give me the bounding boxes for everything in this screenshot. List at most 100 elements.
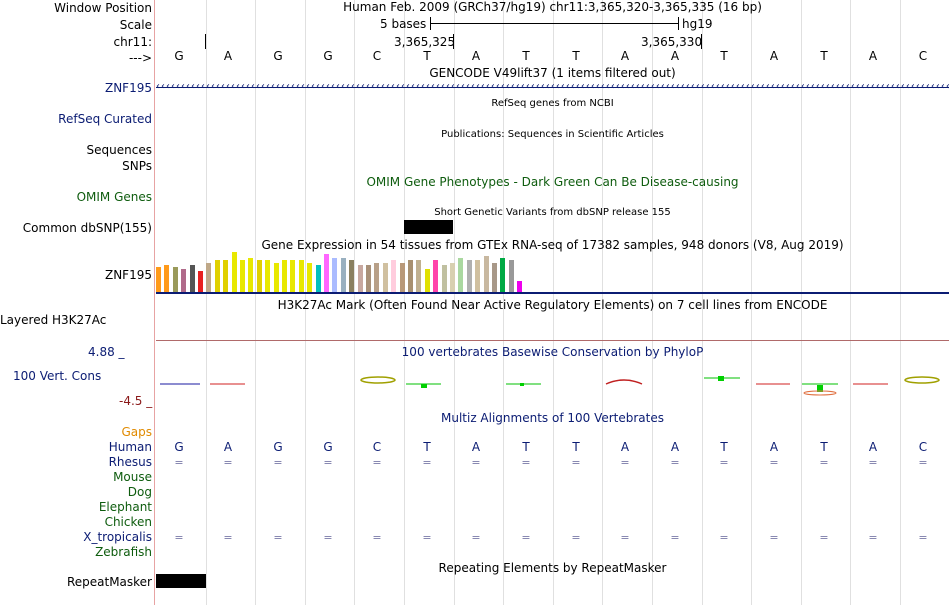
species-label[interactable]: X_tropicalis <box>83 530 152 544</box>
aligned-base-match: = <box>819 531 829 544</box>
gtex-tissue-bar[interactable] <box>382 263 388 292</box>
dbsnp-label[interactable]: Common dbSNP(155) <box>22 221 152 235</box>
base-gridline <box>801 0 802 605</box>
gtex-tissue-bar[interactable] <box>265 260 271 292</box>
gtex-tissue-bar[interactable] <box>517 281 523 292</box>
aligned-base-match: = <box>223 531 233 544</box>
human-base: A <box>620 440 630 454</box>
cons-min: -4.5 _ <box>119 394 153 408</box>
gtex-tissue-bar[interactable] <box>357 265 363 292</box>
gene-model-line[interactable] <box>156 87 949 88</box>
window-position-text[interactable]: Human Feb. 2009 (GRCh37/hg19) chr11:3,36… <box>343 0 762 14</box>
rmask-title[interactable]: Repeating Elements by RepeatMasker <box>438 561 667 575</box>
scale-label: Scale <box>119 18 152 32</box>
gtex-tissue-bar[interactable] <box>349 260 355 292</box>
gtex-tissue-bar[interactable] <box>483 256 489 292</box>
gtex-tissue-bar[interactable] <box>231 252 237 292</box>
species-label[interactable]: Chicken <box>104 515 152 529</box>
species-label[interactable]: Human <box>108 440 152 454</box>
dbsnp-title[interactable]: Short Genetic Variants from dbSNP releas… <box>434 207 671 218</box>
gtex-tissue-bar[interactable] <box>433 260 439 292</box>
gtex-tissue-bar[interactable] <box>172 267 178 292</box>
gtex-tissue-bar[interactable] <box>248 258 254 292</box>
omim-title[interactable]: OMIM Gene Phenotypes - Dark Green Can Be… <box>366 175 739 189</box>
gtex-tissue-bar[interactable] <box>240 260 245 292</box>
dna-base: G <box>323 49 333 63</box>
gtex-tissue-bar[interactable] <box>315 265 321 292</box>
gtex-tissue-bar[interactable] <box>391 260 397 292</box>
gencode-title[interactable]: GENCODE V49lift37 (1 items filtered out) <box>429 66 676 80</box>
h3k-title[interactable]: H3K27Ac Mark (Often Found Near Active Re… <box>277 298 828 312</box>
base-gridline <box>503 0 504 605</box>
species-label[interactable]: Mouse <box>113 470 152 484</box>
aligned-base-match: = <box>769 531 779 544</box>
pubs-title[interactable]: Publications: Sequences in Scientific Ar… <box>441 129 664 140</box>
phylop-mark <box>904 376 940 384</box>
gtex-tissue-bar[interactable] <box>290 260 296 292</box>
human-base: C <box>372 440 382 454</box>
gtex-tissue-bar[interactable] <box>223 260 229 292</box>
gtex-tissue-bar[interactable] <box>340 258 346 292</box>
aligned-base-match: = <box>918 456 928 469</box>
species-label[interactable]: Zebrafish <box>95 545 152 559</box>
cons-label[interactable]: 100 Vert. Cons <box>13 369 102 383</box>
omim-label[interactable]: OMIM Genes <box>76 190 152 204</box>
gtex-tissue-bar[interactable] <box>492 263 497 292</box>
gtex-tissue-bar[interactable] <box>408 260 413 292</box>
gtex-tissue-bar[interactable] <box>214 260 220 292</box>
gtex-tissue-bar[interactable] <box>273 263 279 292</box>
h3k-label[interactable]: Layered H3K27Ac <box>0 313 107 327</box>
position-label-2: 3,365,330 <box>641 35 703 49</box>
gtex-tissue-bar[interactable] <box>374 263 380 292</box>
gtex-tissue-bar[interactable] <box>399 263 405 292</box>
gtex-tissue-bar[interactable] <box>500 258 506 292</box>
gtex-tissue-bar[interactable] <box>416 260 422 292</box>
base-gridline <box>702 0 703 605</box>
refseq-title[interactable]: RefSeq genes from NCBI <box>491 98 614 109</box>
sequences-label[interactable]: Sequences <box>86 143 152 157</box>
gtex-tissue-bar[interactable] <box>508 260 514 292</box>
gtex-tissue-bar[interactable] <box>256 260 262 292</box>
rmask-label[interactable]: RepeatMasker <box>66 575 152 589</box>
gtex-title[interactable]: Gene Expression in 54 tissues from GTEx … <box>261 238 844 252</box>
species-label[interactable]: Elephant <box>98 500 152 514</box>
species-label[interactable]: Rhesus <box>108 455 152 469</box>
gtex-tissue-bar[interactable] <box>181 269 187 292</box>
human-base: G <box>323 440 333 454</box>
phylop-mark <box>605 379 643 385</box>
gtex-expression-bars[interactable] <box>156 250 536 292</box>
gtex-tissue-bar[interactable] <box>198 271 203 292</box>
gtex-tissue-bar[interactable] <box>475 260 481 292</box>
gene-strand-arrows: ‹‹‹‹‹‹‹‹‹‹‹‹‹‹‹‹‹‹‹‹‹‹‹‹‹‹‹‹‹‹‹‹‹‹‹‹‹‹‹‹… <box>156 81 949 92</box>
gtex-tissue-bar[interactable] <box>164 265 170 292</box>
gtex-tissue-bar[interactable] <box>450 263 455 292</box>
aligned-base-match: = <box>323 456 333 469</box>
phylop-track[interactable] <box>156 370 949 400</box>
gtex-tissue-bar[interactable] <box>441 265 447 292</box>
gtex-tissue-bar[interactable] <box>206 263 212 292</box>
species-label[interactable]: Dog <box>127 485 152 499</box>
gtex-tissue-bar[interactable] <box>366 265 371 292</box>
aligned-base-match: = <box>223 456 233 469</box>
gaps-label[interactable]: Gaps <box>121 425 152 439</box>
aligned-base-match: = <box>620 456 630 469</box>
aligned-base-match: = <box>422 456 432 469</box>
gencode-gene-label[interactable]: ZNF195 <box>104 81 152 95</box>
snps-label[interactable]: SNPs <box>122 159 152 173</box>
gtex-tissue-bar[interactable] <box>156 267 161 292</box>
gtex-tissue-bar[interactable] <box>298 260 304 292</box>
gtex-tissue-bar[interactable] <box>282 260 287 292</box>
repeat-element[interactable] <box>156 574 206 588</box>
gtex-label[interactable]: ZNF195 <box>104 268 152 282</box>
gtex-tissue-bar[interactable] <box>458 258 464 292</box>
gtex-tissue-bar[interactable] <box>189 265 195 292</box>
gtex-tissue-bar[interactable] <box>424 269 430 292</box>
gtex-tissue-bar[interactable] <box>332 258 338 292</box>
refseq-label[interactable]: RefSeq Curated <box>58 112 152 126</box>
cons-title[interactable]: 100 vertebrates Basewise Conservation by… <box>401 345 704 359</box>
gtex-tissue-bar[interactable] <box>466 260 472 292</box>
dbsnp-variant[interactable] <box>404 220 453 234</box>
gtex-tissue-bar[interactable] <box>307 263 313 292</box>
multiz-title[interactable]: Multiz Alignments of 100 Vertebrates <box>440 411 665 425</box>
gtex-tissue-bar[interactable] <box>324 254 329 292</box>
